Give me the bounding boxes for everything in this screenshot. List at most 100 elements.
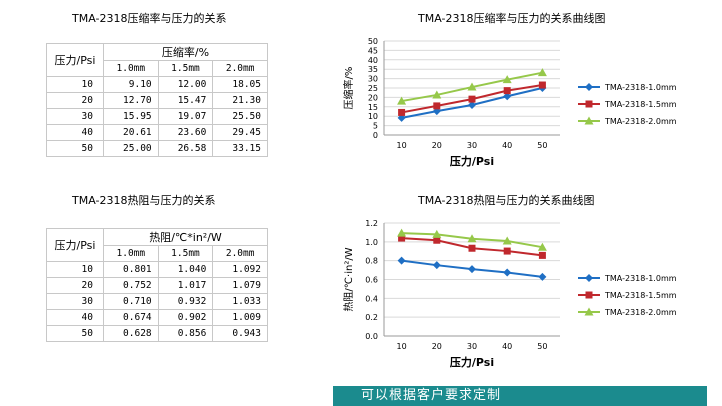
y-tick-label: 45	[368, 46, 378, 55]
y-tick-label: 0.0	[365, 332, 378, 341]
data-point	[502, 236, 512, 245]
value-cell: 1.092	[212, 261, 268, 278]
col-header: 1.0mm	[103, 245, 159, 262]
data-point	[503, 92, 512, 101]
value-cell: 0.752	[103, 277, 159, 294]
col-header: 1.0mm	[103, 60, 159, 77]
legend-label: TMA-2318-1.0mm	[604, 274, 677, 283]
pressure-cell: 30	[46, 108, 104, 125]
value-cell: 0.628	[103, 325, 159, 342]
table1-title: TMA-2318压缩率与压力的关系	[72, 12, 227, 25]
value-cell: 15.47	[157, 92, 214, 109]
data-point	[502, 75, 512, 84]
y-tick-label: 25	[368, 84, 378, 93]
x-tick-label: 20	[432, 141, 442, 150]
y-tick-label: 0	[373, 131, 378, 140]
table-row: 10 9.10 12.00 18.05	[46, 76, 268, 93]
x-tick-label: 20	[432, 342, 442, 351]
value-cell: 12.70	[103, 92, 159, 109]
table-row: 40 20.61 23.60 29.45	[46, 124, 268, 141]
legend-marker	[585, 83, 593, 91]
value-cell: 20.61	[103, 124, 159, 141]
value-cell: 23.60	[157, 124, 214, 141]
y-tick-label: 50	[368, 37, 378, 46]
value-cell: 0.856	[157, 325, 214, 342]
data-point	[468, 265, 476, 274]
col-header: 1.5mm	[157, 245, 214, 262]
table2-title: TMA-2318热阻与压力的关系	[72, 194, 216, 207]
y-tick-label: 10	[368, 112, 378, 121]
value-cell: 26.58	[157, 140, 214, 157]
data-point	[433, 102, 441, 110]
y-tick-label: 15	[368, 103, 378, 112]
data-point	[397, 228, 407, 237]
thermal-resistance-chart: 0.0 0.2 0.4 0.6 0.8 1.0 1.2 10 20 30 40 50 压力/Psi 热阻/…	[342, 219, 677, 369]
legend-marker	[585, 291, 593, 299]
value-cell: 0.943	[212, 325, 268, 342]
y-axis-label: 热阻/℃·in²/W	[342, 247, 355, 311]
data-point	[398, 108, 406, 116]
y-tick-label: 0.4	[365, 294, 378, 303]
value-cell: 1.079	[212, 277, 268, 294]
y-tick-label: 40	[368, 56, 378, 65]
legend-label: TMA-2318-1.5mm	[604, 100, 677, 109]
data-point	[468, 244, 476, 252]
data-point	[433, 236, 441, 244]
data-point	[397, 256, 406, 265]
legend-label: TMA-2318-1.5mm	[604, 291, 677, 300]
y-axis-label: 压缩率/%	[342, 67, 355, 110]
data-point	[397, 96, 407, 105]
value-cell: 25.00	[103, 140, 159, 157]
data-point	[503, 87, 511, 95]
col-header: 1.5mm	[157, 60, 214, 77]
y-tick-label: 1.0	[365, 238, 378, 247]
thermal-resistance-table: 压力/Psi 热阻/℃*in²/W 1.0mm 1.5mm 2.0mm 10 0.…	[46, 228, 268, 342]
y-tick-label: 0.6	[365, 276, 378, 285]
x-tick-label: 10	[397, 342, 407, 351]
data-point	[538, 272, 547, 281]
value-cell: 29.45	[212, 124, 268, 141]
data-point	[398, 234, 406, 242]
data-point	[537, 68, 547, 77]
legend-label: TMA-2318-2.0mm	[604, 117, 677, 126]
y-tick-label: 20	[368, 93, 378, 102]
data-point	[432, 229, 442, 238]
y-tick-label: 0.2	[365, 313, 378, 322]
data-point	[468, 101, 476, 110]
value-cell: 18.05	[212, 76, 268, 93]
table-row: 30 0.710 0.932 1.033	[46, 293, 268, 310]
pressure-cell: 50	[46, 325, 104, 342]
value-cell: 33.15	[212, 140, 268, 157]
value-cell: 15.95	[103, 108, 159, 125]
legend-marker	[585, 274, 593, 282]
pressure-cell: 30	[46, 293, 104, 310]
pressure-cell: 20	[46, 92, 104, 109]
group-header: 压缩率/%	[103, 43, 268, 61]
row-header: 压力/Psi	[46, 228, 104, 262]
legend-marker	[584, 116, 594, 125]
pressure-cell: 10	[46, 76, 104, 93]
pressure-cell: 20	[46, 277, 104, 294]
value-cell: 0.801	[103, 261, 159, 278]
table-row: 40 0.674 0.902 1.009	[46, 309, 268, 326]
data-point	[432, 261, 441, 270]
value-cell: 0.902	[157, 309, 214, 326]
x-tick-label: 40	[502, 141, 512, 150]
customization-banner: 可以根据客户要求定制	[333, 386, 707, 406]
data-point	[503, 268, 512, 277]
chart2-title: TMA-2318热阻与压力的关系曲线图	[418, 194, 595, 207]
data-point	[467, 234, 477, 243]
value-cell: 1.009	[212, 309, 268, 326]
x-tick-label: 40	[502, 342, 512, 351]
y-tick-label: 30	[368, 75, 378, 84]
data-point	[432, 90, 442, 99]
value-cell: 19.07	[157, 108, 214, 125]
value-cell: 21.30	[212, 92, 268, 109]
data-point	[537, 242, 547, 251]
data-point	[538, 81, 546, 89]
x-tick-label: 10	[397, 141, 407, 150]
data-point	[467, 82, 477, 91]
pressure-cell: 40	[46, 124, 104, 141]
x-tick-label: 50	[537, 342, 547, 351]
